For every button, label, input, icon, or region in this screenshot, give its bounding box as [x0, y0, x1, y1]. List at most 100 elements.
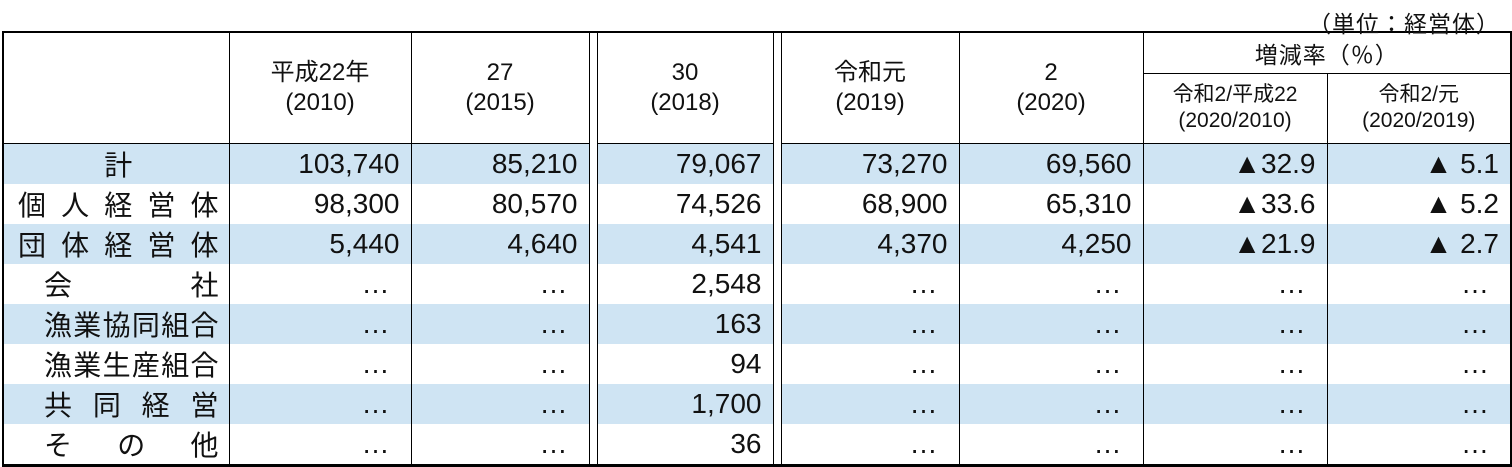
- rate-col-2020-2019-years: (2020/2019): [1362, 109, 1476, 132]
- col-header-2018-era: 30: [671, 59, 699, 87]
- value-cell: ▲33.6: [1142, 183, 1328, 224]
- value-cell: …: [958, 423, 1144, 465]
- value-cell: 98,300: [228, 183, 412, 224]
- value-cell: …: [228, 263, 412, 304]
- value-cell: 94: [596, 343, 774, 384]
- double-rule-spacer: [588, 183, 598, 224]
- double-rule-spacer: [588, 32, 598, 143]
- col-header-2019: 令和元 (2019): [780, 32, 960, 144]
- col-header-2010-year: (2010): [285, 88, 355, 116]
- value-cell: …: [958, 263, 1144, 304]
- table-row: 団体経営体 5,440 4,640 4,541 4,370 4,250 ▲21.9 ▲ 2.7: [2, 223, 1512, 264]
- unit-note: （単位：経営体）: [1308, 11, 1500, 37]
- row-label: 漁業協同組合: [2, 303, 230, 344]
- value-cell: 36: [596, 423, 774, 465]
- value-cell: …: [228, 343, 412, 384]
- double-rule-spacer: [772, 183, 782, 224]
- double-rule-spacer: [772, 343, 782, 384]
- col-header-2015: 27 (2015): [410, 32, 590, 144]
- table-row: 漁業協同組合…… 163…………: [2, 303, 1512, 344]
- col-header-2018-year: (2018): [650, 88, 720, 116]
- value-cell: …: [410, 343, 590, 384]
- row-label: 計: [2, 143, 230, 184]
- double-rule-spacer: [772, 423, 782, 465]
- col-header-2015-era: 27: [486, 59, 514, 87]
- col-header-2020-year: (2020): [1016, 88, 1086, 116]
- col-header-2020-era: 2: [1044, 59, 1058, 87]
- value-cell: 5,440: [228, 223, 412, 264]
- corner-empty-cell: [2, 32, 230, 144]
- value-cell: 79,067: [596, 143, 774, 184]
- value-cell: …: [228, 423, 412, 465]
- double-rule-spacer: [772, 263, 782, 304]
- value-cell: …: [780, 423, 960, 465]
- row-label: 漁業生産組合: [2, 343, 230, 384]
- value-cell: ▲32.9: [1142, 143, 1328, 184]
- double-rule-spacer: [588, 383, 598, 424]
- table-row: 会社…… 2,548…………: [2, 263, 1512, 304]
- double-rule-spacer: [588, 263, 598, 304]
- value-cell: 4,541: [596, 223, 774, 264]
- value-cell: 68,900: [780, 183, 960, 224]
- value-cell: …: [958, 343, 1144, 384]
- col-header-2010-era: 平成22年: [270, 59, 370, 87]
- value-cell: …: [1142, 303, 1328, 344]
- col-header-2020: 2 (2020): [958, 32, 1144, 144]
- value-cell: …: [1142, 263, 1328, 304]
- value-cell: …: [1326, 263, 1512, 304]
- value-cell: 4,370: [780, 223, 960, 264]
- value-cell: 65,310: [958, 183, 1144, 224]
- row-label: 共同経営: [2, 383, 230, 424]
- value-cell: …: [780, 383, 960, 424]
- value-cell: 85,210: [410, 143, 590, 184]
- rate-col-2020-2019-label: 令和2/元: [1378, 82, 1459, 106]
- value-cell: …: [1142, 343, 1328, 384]
- value-cell: 4,250: [958, 223, 1144, 264]
- value-cell: …: [1142, 383, 1328, 424]
- value-cell: …: [1326, 383, 1512, 424]
- value-cell: …: [1326, 343, 1512, 384]
- value-cell: …: [958, 383, 1144, 424]
- col-header-2018: 30 (2018): [596, 32, 774, 144]
- value-cell: ▲ 5.2: [1326, 183, 1512, 224]
- row-label: 個人経営体: [2, 183, 230, 224]
- value-cell: 4,640: [410, 223, 590, 264]
- double-rule-spacer: [588, 343, 598, 384]
- value-cell: …: [780, 303, 960, 344]
- row-label: 団体経営体: [2, 223, 230, 264]
- col-header-2010: 平成22年 (2010): [228, 32, 412, 144]
- fishery-entities-table: 平成22年 (2010) 27 (2015) 30 (2018) 令和元 (20…: [2, 31, 1512, 467]
- col-header-2019-era: 令和元: [834, 59, 906, 87]
- value-cell: ▲ 2.7: [1326, 223, 1512, 264]
- value-cell: 73,270: [780, 143, 960, 184]
- double-rule-spacer: [588, 423, 598, 465]
- table-row: 計 103,740 85,210 79,067 73,270 69,560 ▲32.9 ▲ 5…: [2, 143, 1512, 184]
- value-cell: ▲21.9: [1142, 223, 1328, 264]
- value-cell: …: [410, 423, 590, 465]
- value-cell: …: [228, 303, 412, 344]
- value-cell: …: [410, 263, 590, 304]
- value-cell: 80,570: [410, 183, 590, 224]
- value-cell: …: [780, 263, 960, 304]
- value-cell: …: [1142, 423, 1328, 465]
- value-cell: …: [958, 303, 1144, 344]
- value-cell: …: [410, 303, 590, 344]
- rate-col-2020-2010-years: (2020/2010): [1178, 109, 1292, 132]
- value-cell: …: [1326, 423, 1512, 465]
- table-body: 計 103,740 85,210 79,067 73,270 69,560 ▲32.9 ▲ 5…: [2, 143, 1512, 465]
- double-rule-spacer: [772, 223, 782, 264]
- value-cell: …: [410, 383, 590, 424]
- rate-col-header-2020-2010: 令和2/平成22 (2020/2010): [1142, 73, 1328, 144]
- value-cell: …: [228, 383, 412, 424]
- double-rule-spacer: [588, 223, 598, 264]
- rate-group-header: 増減率（％）: [1142, 32, 1512, 74]
- rate-col-header-2020-2019: 令和2/元 (2020/2019): [1326, 73, 1512, 144]
- value-cell: ▲ 5.1: [1326, 143, 1512, 184]
- double-rule-spacer: [772, 32, 782, 143]
- double-rule-spacer: [772, 383, 782, 424]
- double-rule-spacer: [772, 303, 782, 344]
- value-cell: …: [780, 343, 960, 384]
- value-cell: 2,548: [596, 263, 774, 304]
- rate-col-2020-2010-label: 令和2/平成22: [1172, 82, 1298, 106]
- row-label: その他: [2, 423, 230, 465]
